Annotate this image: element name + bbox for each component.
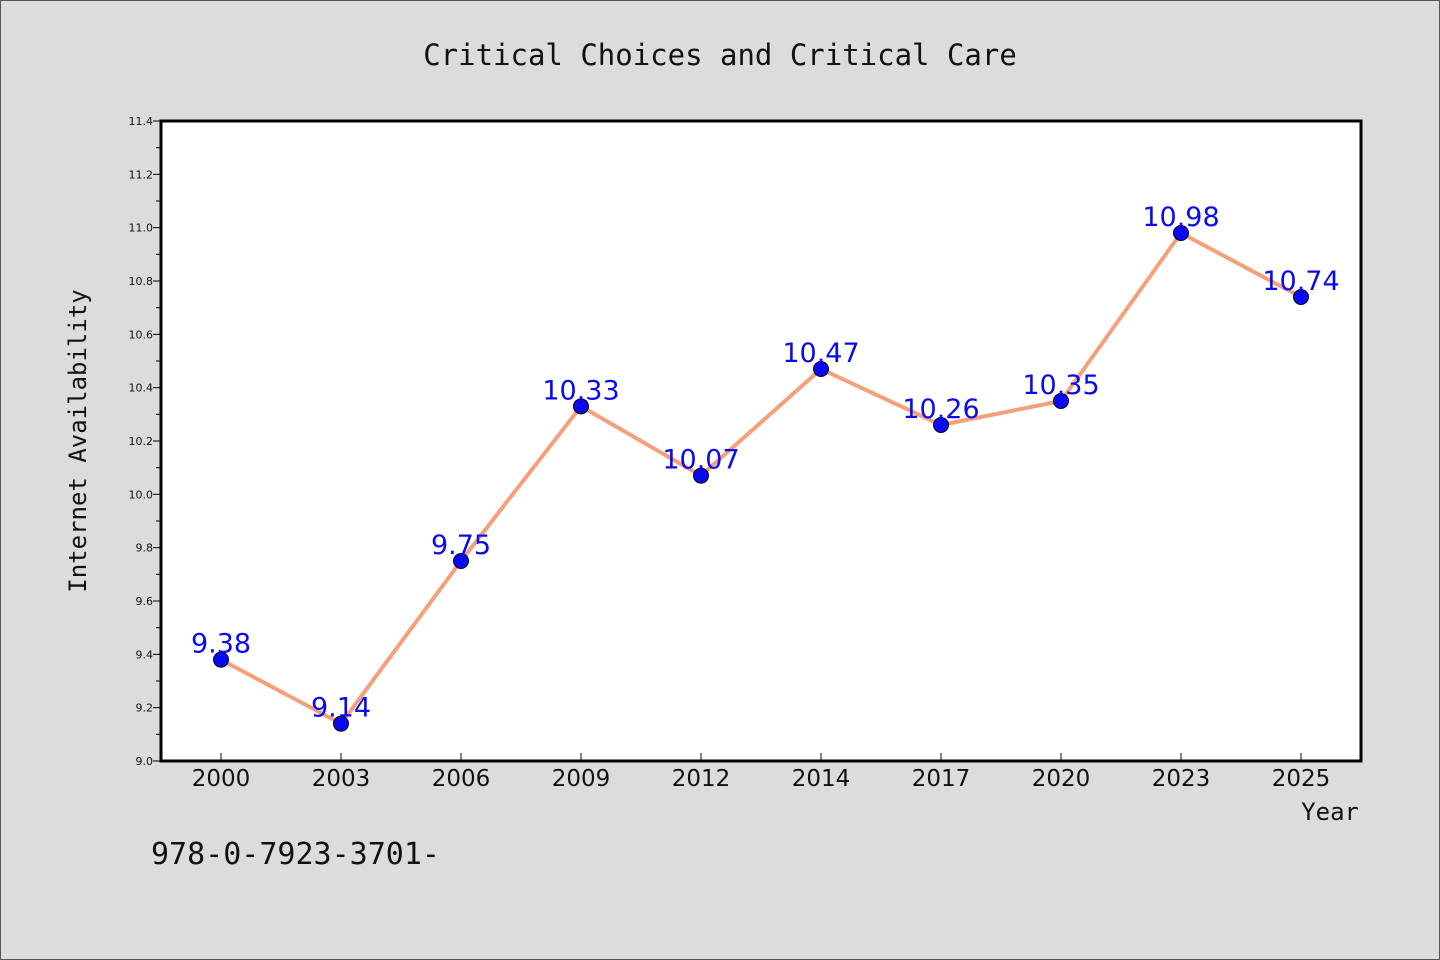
data-label: 10.74 xyxy=(1262,266,1339,297)
footer-text: 978-0-7923-3701- xyxy=(151,837,440,872)
x-tick-label: 2000 xyxy=(192,766,251,792)
y-tick-label: 10.8 xyxy=(129,275,154,288)
x-tick-label: 2017 xyxy=(912,766,971,792)
data-point xyxy=(333,715,349,732)
y-tick-label: 9.0 xyxy=(136,755,154,768)
data-point xyxy=(933,417,949,433)
plot-area xyxy=(159,119,1363,763)
x-axis-label: Year xyxy=(1301,798,1359,826)
y-tick-label: 9.2 xyxy=(136,702,154,715)
data-label: 9.38 xyxy=(191,629,251,660)
x-tick-label: 2023 xyxy=(1152,766,1211,792)
data-label: 10.33 xyxy=(542,375,619,406)
data-point xyxy=(693,467,709,484)
y-tick-label: 10.2 xyxy=(129,435,154,448)
x-axis: 2000 2003 2006 2009 2012 2014 2017 2020 2023 2025 xyxy=(192,753,1331,792)
y-tick-label: 11.2 xyxy=(129,168,154,181)
series-layer: 9.38 9.14 9.75 10.33 10.07 10.47 10.26 10.35 10.… xyxy=(191,202,1340,732)
x-tick-label: 2009 xyxy=(552,766,611,792)
y-axis: 9.0 9.2 9.4 9.6 9.8 10.0 10.2 10.4 10.6 10.8 11.0 1… xyxy=(129,115,161,768)
y-tick-label: 9.4 xyxy=(136,648,154,661)
data-point xyxy=(1173,225,1189,241)
data-point xyxy=(813,361,829,377)
y-tick-label: 9.6 xyxy=(136,595,154,608)
chart-title: Critical Choices and Critical Care xyxy=(423,38,1017,72)
x-tick-label: 2014 xyxy=(792,766,851,792)
x-tick-label: 2003 xyxy=(312,766,371,792)
data-point xyxy=(1053,393,1069,409)
data-label: 9.75 xyxy=(431,530,491,561)
data-label: 10.47 xyxy=(782,338,859,369)
series-line xyxy=(219,231,1303,726)
data-label: 10.26 xyxy=(902,394,979,425)
data-label: 9.14 xyxy=(311,693,371,724)
y-axis-label: Internet Availability xyxy=(64,289,92,592)
data-label: 10.07 xyxy=(662,445,739,476)
data-label: 10.98 xyxy=(1142,202,1219,233)
data-point xyxy=(213,651,229,668)
y-tick-label: 11.4 xyxy=(129,115,154,128)
x-tick-label: 2025 xyxy=(1272,766,1331,792)
data-label: 10.35 xyxy=(1022,370,1099,401)
data-point xyxy=(453,553,469,569)
x-tick-label: 2012 xyxy=(672,766,731,792)
y-tick-label: 10.4 xyxy=(129,382,154,395)
x-tick-label: 2006 xyxy=(432,766,491,792)
x-tick-label: 2020 xyxy=(1032,766,1091,792)
y-tick-label: 10.6 xyxy=(129,328,154,341)
y-tick-label: 10.0 xyxy=(129,488,154,501)
y-tick-label: 9.8 xyxy=(136,542,154,555)
data-point xyxy=(1293,289,1309,305)
data-point xyxy=(573,398,589,415)
y-tick-label: 11.0 xyxy=(129,222,154,235)
